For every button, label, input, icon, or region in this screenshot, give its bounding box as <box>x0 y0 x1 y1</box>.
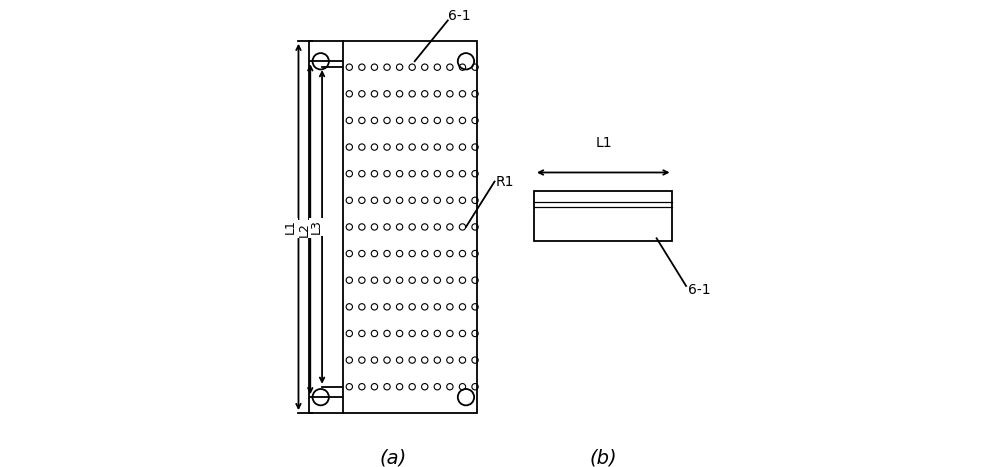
Text: 6-1: 6-1 <box>688 283 711 297</box>
Bar <box>534 191 672 241</box>
Text: 6-1: 6-1 <box>448 9 470 23</box>
Text: L3: L3 <box>310 219 323 234</box>
Text: L2: L2 <box>297 222 310 237</box>
Text: (b): (b) <box>589 449 617 467</box>
Text: R1: R1 <box>495 175 514 189</box>
Text: L1: L1 <box>595 136 612 150</box>
Bar <box>309 41 477 413</box>
Text: (a): (a) <box>380 449 407 467</box>
Text: L1: L1 <box>284 219 297 234</box>
